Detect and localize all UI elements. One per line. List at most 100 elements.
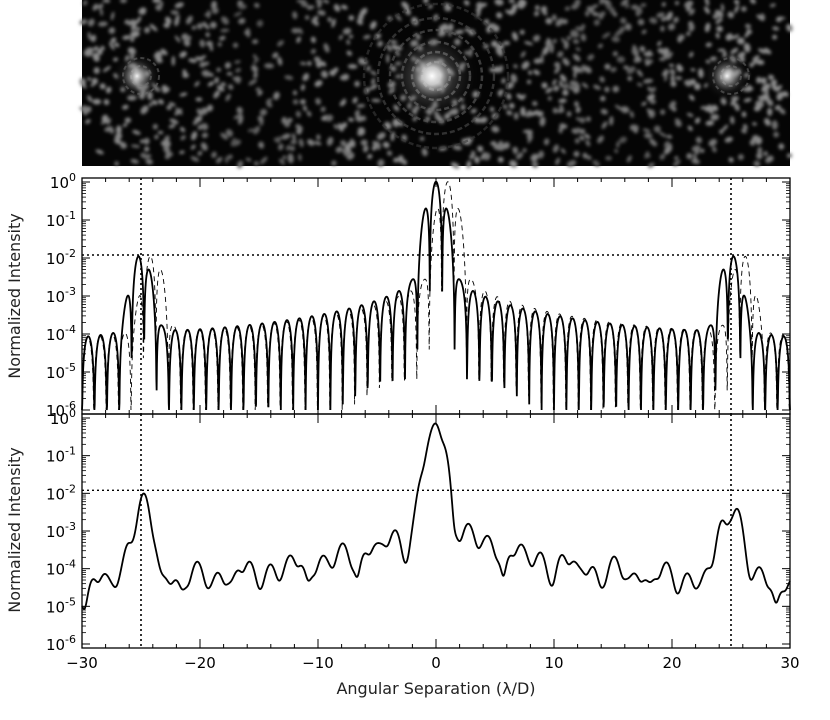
speckle [770, 79, 778, 86]
speckle [641, 29, 647, 35]
speckle [142, 154, 152, 159]
speckle [518, 0, 527, 9]
speckle [547, 96, 552, 101]
speckle [573, 70, 577, 79]
speckle [179, 92, 188, 97]
speckle [526, 110, 532, 115]
speckle [475, 5, 483, 13]
speckle [454, 29, 464, 35]
bottom-ytick-label: 100 [50, 407, 76, 428]
speckle [575, 26, 585, 32]
speckle [745, 23, 752, 29]
speckle [543, 138, 550, 146]
speckle [326, 136, 334, 146]
speckle [728, 157, 734, 163]
speckle [180, 135, 186, 141]
speckle [593, 19, 600, 26]
speckle [623, 65, 630, 70]
speckle [291, 27, 300, 34]
speckle [513, 64, 518, 69]
xtick-label: 0 [431, 654, 441, 672]
speckle [741, 6, 747, 12]
speckle [225, 129, 234, 137]
speckle [220, 82, 226, 87]
speckle [612, 12, 618, 17]
speckle [90, 34, 97, 43]
speckle [235, 68, 242, 73]
speckle [360, 139, 368, 146]
speckle [196, 108, 204, 117]
xtick-label: 30 [780, 654, 799, 672]
speckle [566, 160, 577, 167]
speckle [340, 140, 347, 147]
speckle [103, 99, 110, 106]
speckle [730, 116, 735, 125]
speckle [363, 34, 371, 40]
speckle [114, 132, 123, 141]
speckle [753, 160, 761, 167]
bottom-ytick-label: 10-3 [46, 520, 76, 541]
speckle [574, 138, 580, 144]
speckle [369, 84, 378, 90]
bottom-series-solid [81, 422, 791, 610]
speckle [354, 109, 360, 117]
speckle [266, 101, 273, 108]
speckle [513, 112, 519, 120]
speckle [342, 27, 352, 35]
speckle [686, 112, 694, 117]
speckle [599, 0, 605, 5]
speckle [665, 51, 673, 59]
bottom-ylabel: Normalized Intensity [5, 447, 24, 612]
speckle [352, 97, 358, 104]
speckle [579, 64, 586, 74]
speckle [604, 63, 611, 70]
speckle [421, 148, 428, 157]
speckle [557, 51, 564, 58]
top-ytick-label: 10-5 [46, 361, 76, 382]
speckle [154, 134, 159, 140]
speckle [510, 73, 518, 83]
speckle [572, 39, 580, 44]
speckle [174, 16, 180, 27]
speckle [757, 146, 763, 155]
speckle [320, 61, 327, 67]
speckle [581, 82, 589, 89]
speckle [346, 50, 353, 56]
speckle [389, 40, 398, 44]
speckle [168, 102, 176, 107]
speckle [553, 85, 560, 92]
speckle [281, 133, 291, 140]
speckle [393, 157, 399, 163]
speckle [664, 141, 670, 149]
central-source [384, 28, 480, 124]
speckle [498, 140, 503, 145]
speckle [371, 98, 381, 103]
speckle [752, 122, 757, 126]
speckle [300, 99, 306, 105]
speckle [520, 51, 526, 58]
speckle [122, 35, 131, 40]
speckle [207, 81, 215, 87]
speckle [612, 85, 620, 93]
speckle [767, 107, 773, 116]
speckle [620, 0, 629, 6]
speckle [87, 95, 93, 102]
speckle [685, 6, 692, 12]
speckle [521, 61, 530, 70]
speckle [348, 117, 354, 122]
speckle [694, 117, 701, 124]
speckle [254, 3, 260, 8]
speckle [486, 23, 493, 32]
speckle [668, 63, 675, 68]
speckle [760, 98, 765, 102]
speckle [554, 61, 561, 68]
speckle [763, 151, 768, 156]
speckle [649, 99, 657, 105]
speckle [496, 12, 503, 19]
speckle [614, 30, 623, 37]
speckle [574, 101, 579, 108]
speckle [323, 0, 330, 4]
speckle [688, 51, 694, 58]
speckle [668, 23, 676, 31]
speckle [551, 14, 557, 21]
